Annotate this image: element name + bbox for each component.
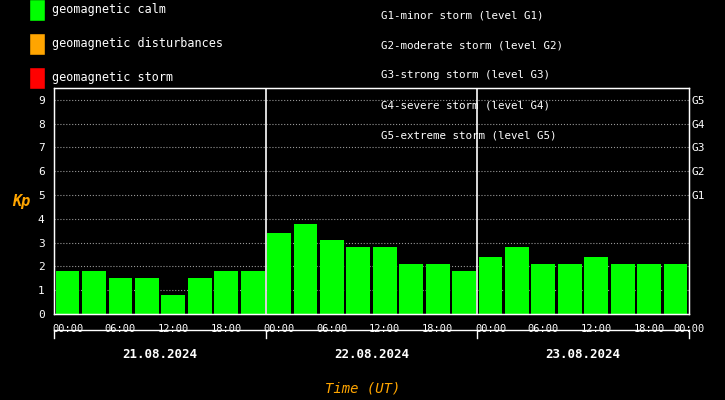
Bar	[426, 264, 450, 314]
Bar	[215, 271, 238, 314]
Text: G3-strong storm (level G3): G3-strong storm (level G3)	[381, 70, 550, 80]
Bar	[135, 278, 159, 314]
Bar	[478, 257, 502, 314]
Bar	[584, 257, 608, 314]
Text: Kp: Kp	[12, 194, 31, 208]
Text: 22.08.2024: 22.08.2024	[334, 348, 409, 361]
Bar	[531, 264, 555, 314]
Bar	[56, 271, 80, 314]
Bar	[320, 240, 344, 314]
Text: geomagnetic calm: geomagnetic calm	[52, 4, 166, 16]
Bar	[347, 247, 370, 314]
Bar	[637, 264, 661, 314]
Text: G4-severe storm (level G4): G4-severe storm (level G4)	[381, 100, 550, 110]
Text: Time (UT): Time (UT)	[325, 382, 400, 396]
Bar	[663, 264, 687, 314]
Bar	[294, 224, 318, 314]
Bar	[558, 264, 581, 314]
Bar	[109, 278, 133, 314]
Bar	[267, 233, 291, 314]
Bar	[162, 295, 185, 314]
Bar	[82, 271, 106, 314]
Bar	[188, 278, 212, 314]
Text: G2-moderate storm (level G2): G2-moderate storm (level G2)	[381, 40, 563, 50]
Text: geomagnetic storm: geomagnetic storm	[52, 72, 173, 84]
Bar	[452, 271, 476, 314]
Text: geomagnetic disturbances: geomagnetic disturbances	[52, 38, 223, 50]
Bar	[399, 264, 423, 314]
Bar	[610, 264, 634, 314]
Text: G5-extreme storm (level G5): G5-extreme storm (level G5)	[381, 130, 556, 140]
Bar	[373, 247, 397, 314]
Text: G1-minor storm (level G1): G1-minor storm (level G1)	[381, 10, 543, 20]
Bar	[505, 247, 529, 314]
Text: 23.08.2024: 23.08.2024	[545, 348, 621, 361]
Bar	[241, 271, 265, 314]
Text: 21.08.2024: 21.08.2024	[123, 348, 198, 361]
